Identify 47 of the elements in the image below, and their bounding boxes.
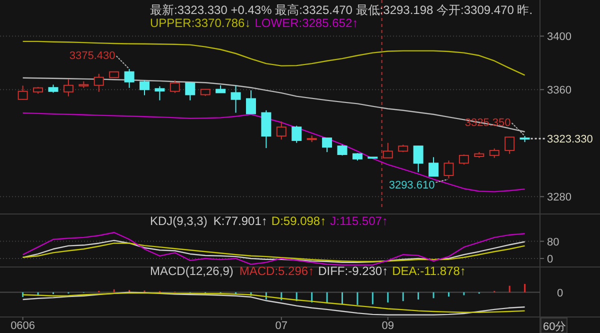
x-tick-label: 07 xyxy=(275,320,288,332)
x-tick-label: 09 xyxy=(382,320,394,332)
series-label: UPPER:3370.786↓ xyxy=(150,16,251,30)
candlestick xyxy=(94,73,104,92)
candlestick xyxy=(261,110,272,149)
chart-title: 最新:3323.330 +0.43% 最高:3325.470 最低:3293.198 今开:3309.470 昨. xyxy=(150,3,533,17)
candlestick xyxy=(124,68,134,88)
y-tick-label: 3280 xyxy=(547,192,572,204)
candlestick xyxy=(337,144,348,156)
candlestick xyxy=(428,156,439,177)
text: LOWER:3285.652↑ xyxy=(254,16,358,30)
candlestick xyxy=(292,125,302,144)
candlestick xyxy=(246,90,256,114)
x-tick-label: 0606 xyxy=(10,320,36,332)
candlestick xyxy=(276,120,286,140)
candlestick xyxy=(458,154,469,166)
line-series xyxy=(22,40,526,76)
candlestick xyxy=(18,85,28,100)
y-tick-label: 0 xyxy=(547,253,554,266)
candlestick xyxy=(185,82,196,101)
ref-line-label: 3323.330 xyxy=(547,134,593,146)
y-tick-label: 3400 xyxy=(547,31,572,44)
text: DIFF:-9.230↑ xyxy=(318,264,388,278)
text: J:115.507↑ xyxy=(330,214,388,228)
candlestick xyxy=(170,80,180,94)
candlestick xyxy=(489,148,500,158)
text: D:59.098↑ xyxy=(271,214,326,228)
candlestick xyxy=(504,136,515,154)
candlestick xyxy=(413,145,424,173)
series-label: MACD:5.296↑ xyxy=(239,264,314,278)
candlestick xyxy=(63,78,74,97)
y-tick-label: 3360 xyxy=(547,84,572,97)
candlestick xyxy=(140,80,150,96)
annotation: 3375.430 xyxy=(69,50,116,62)
candlestick xyxy=(230,84,241,114)
chart-title: MACD(12,26,9) xyxy=(150,264,234,278)
text: 60分 xyxy=(543,321,566,333)
line-series xyxy=(22,232,526,266)
candlestick xyxy=(322,137,332,153)
candlestick xyxy=(444,160,454,179)
annotation: 3293.610 xyxy=(388,179,435,192)
candlestick xyxy=(382,142,393,159)
text: DEA:-11.878↑ xyxy=(392,264,466,278)
candlestick xyxy=(154,86,165,101)
text: K:77.901↑ xyxy=(213,214,268,228)
chart-title: KDJ(9,3,3) xyxy=(150,214,208,228)
y-tick-label: 80 xyxy=(547,236,560,248)
